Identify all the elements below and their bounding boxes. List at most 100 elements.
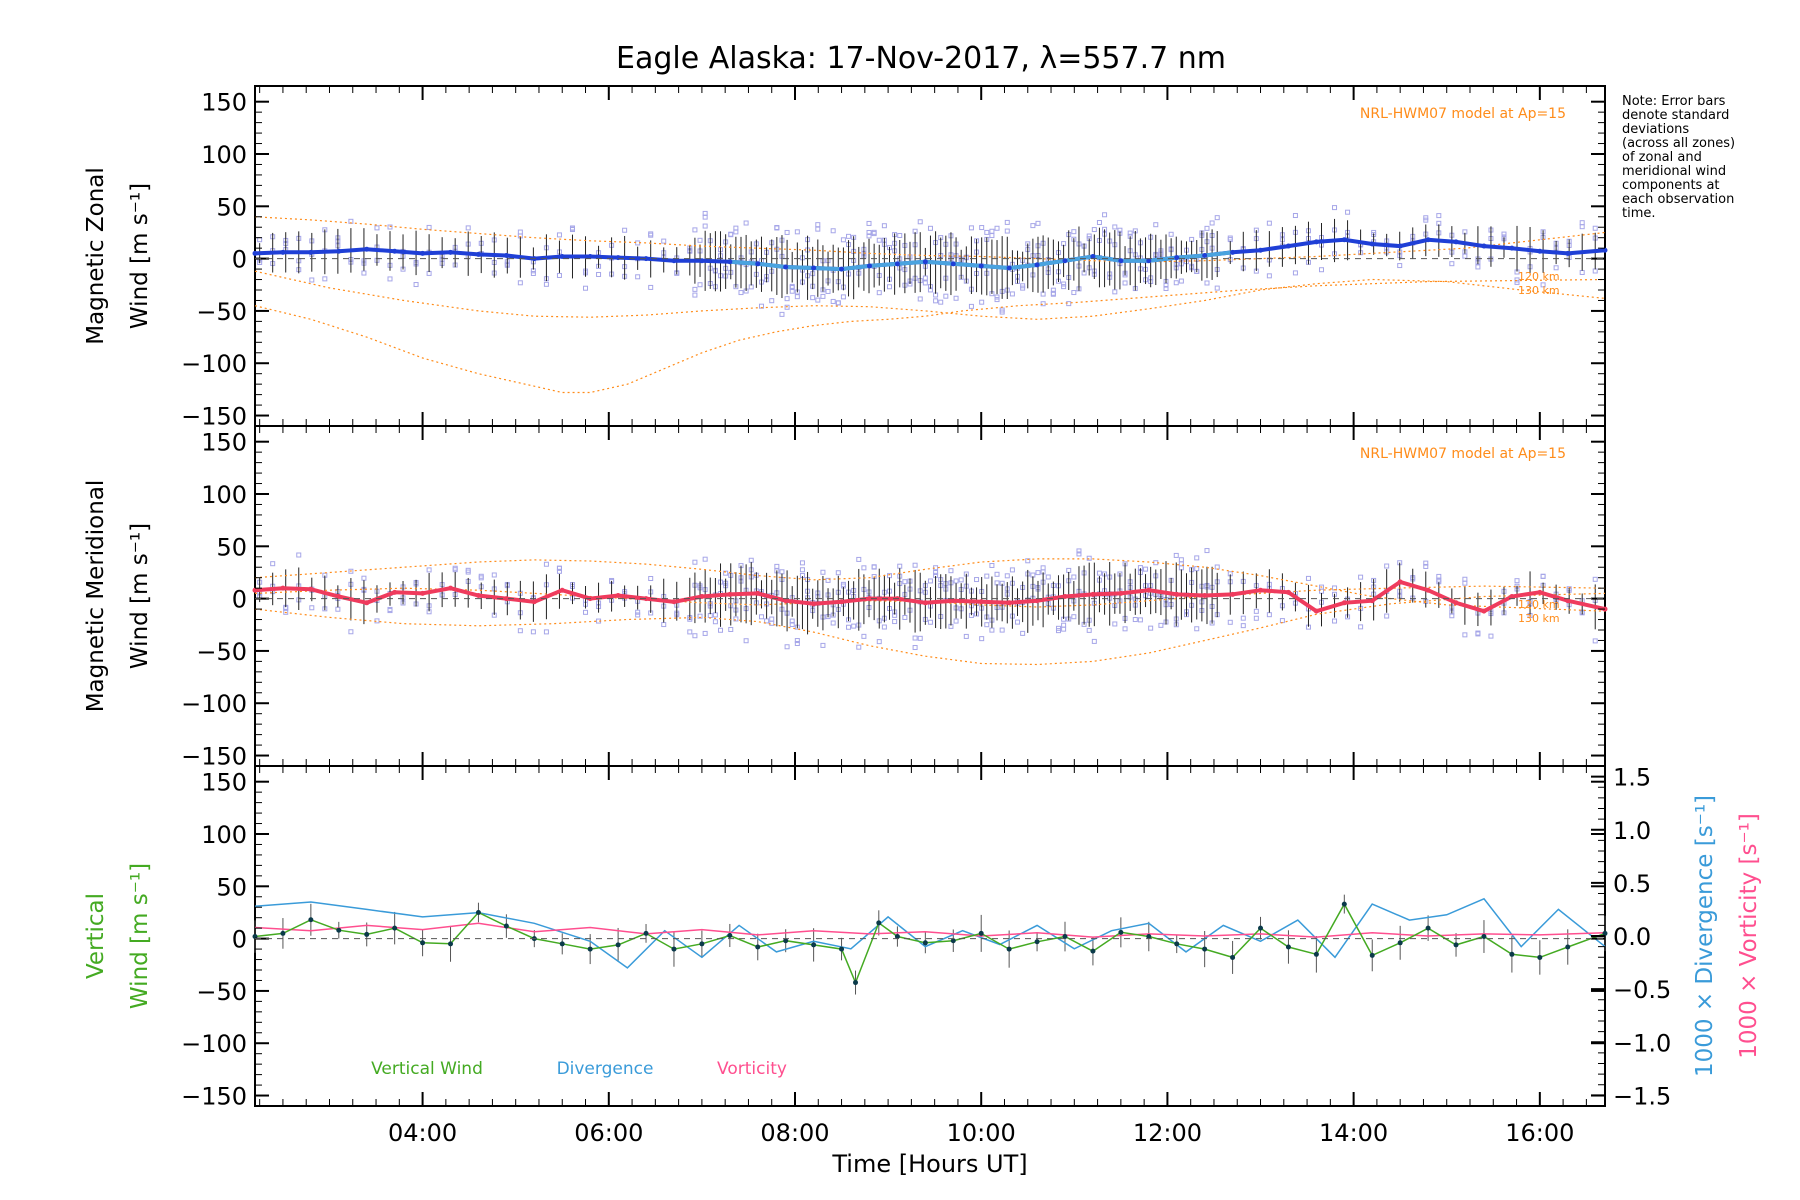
scatter-point — [702, 630, 708, 636]
vertical-wind-point — [364, 931, 370, 937]
scatter-point — [815, 222, 821, 228]
vertical-wind-point — [699, 941, 705, 947]
right-y-tick-label: −0.5 — [1613, 976, 1671, 1004]
scatter-point — [820, 569, 826, 575]
errorbar-layer — [254, 218, 1606, 995]
scatter-point — [1112, 621, 1118, 627]
scatter-point — [465, 569, 471, 575]
vertical-ylabel-line2: Wind [m s⁻¹] — [127, 863, 153, 1009]
scatter-point — [348, 629, 354, 635]
scatter-point — [728, 626, 734, 632]
vertical-wind-point — [1090, 948, 1096, 954]
vertical-wind-point — [1006, 946, 1012, 952]
y-tick-label: 100 — [201, 481, 247, 509]
scatter-point — [1436, 577, 1442, 583]
scatter-point — [784, 229, 790, 235]
scatter-point — [1540, 573, 1546, 579]
zonal-point — [1397, 243, 1403, 249]
scatter-point — [927, 619, 933, 625]
scatter-point — [794, 638, 800, 644]
y-tick-label: −50 — [196, 638, 247, 666]
scatter-point — [702, 223, 708, 229]
vorticity-line — [254, 922, 1606, 938]
vertical-wind-point — [559, 941, 565, 947]
scatter-point — [820, 293, 826, 299]
meridional-model-km-130: 130 km — [1518, 612, 1560, 625]
scatter-point — [1178, 565, 1184, 571]
scatter-point — [774, 225, 780, 231]
scatter-point — [692, 292, 698, 298]
scatter-point — [1292, 270, 1298, 276]
scatter-point — [622, 227, 628, 233]
scatter-point — [556, 232, 562, 238]
scatter-point — [478, 575, 484, 581]
zonal-point — [1174, 255, 1180, 261]
scatter-point — [979, 225, 985, 231]
zonal-point — [922, 259, 928, 265]
scatter-point — [712, 619, 718, 625]
scatter-point — [1319, 267, 1324, 273]
scatter-point — [1071, 574, 1077, 580]
meridional-point — [615, 592, 621, 598]
scatter-point — [784, 644, 790, 650]
scatter-point — [270, 561, 276, 567]
vertical-wind-point — [420, 940, 426, 946]
scatter-point — [764, 618, 770, 624]
scatter-point — [1009, 291, 1015, 297]
zonal-point — [392, 248, 398, 254]
zonal-model-km-120: 120 km — [1518, 270, 1560, 283]
y-tick-label: −100 — [181, 1030, 247, 1058]
scatter-point — [687, 629, 693, 635]
scatter-point — [974, 577, 980, 583]
vertical-wind-point — [1341, 901, 1347, 907]
scatter-point — [994, 294, 1000, 300]
meridional-model-km-120: 120 km — [1518, 598, 1560, 611]
scatter-point — [1158, 622, 1164, 628]
model-curve — [254, 558, 1606, 612]
legend-vertical-wind: Vertical Wind — [371, 1059, 483, 1079]
scatter-point — [1475, 631, 1481, 637]
vertical-ylabel-line1: Vertical — [83, 893, 109, 979]
x-axis-label: Time [Hours UT] — [831, 1150, 1027, 1178]
zonal-point — [448, 249, 454, 255]
vertical-wind-point — [475, 909, 481, 915]
scatter-point — [387, 606, 393, 612]
scatter-point — [1449, 613, 1455, 619]
scatter-point — [1592, 268, 1598, 274]
scatter-point — [912, 645, 918, 651]
meridional-point — [866, 596, 872, 602]
scatter-point — [953, 295, 959, 301]
scatter-point — [1266, 220, 1272, 226]
scatter-point — [1475, 264, 1481, 270]
vertical-wind-point — [894, 934, 900, 940]
scatter-point — [984, 622, 990, 628]
scatter-point — [989, 228, 995, 234]
scatter-point — [1035, 220, 1041, 226]
meridional-point — [727, 591, 733, 597]
scatter-point — [1153, 222, 1159, 228]
vertical-wind-line — [254, 902, 1606, 985]
scatter-point — [1204, 225, 1210, 231]
scatter-point — [815, 297, 821, 303]
scatter-point — [825, 288, 831, 294]
scatter-point — [999, 627, 1005, 633]
meridional-point — [1397, 579, 1403, 585]
meridional-model-label: NRL-HWM07 model at Ap=15 — [1360, 446, 1566, 462]
scatter-point — [1266, 273, 1272, 279]
zonal-point — [727, 259, 733, 265]
scatter-point — [866, 229, 872, 235]
scatter-point — [1240, 623, 1246, 629]
right-y-tick-label: 1.5 — [1613, 764, 1651, 792]
zonal-point — [252, 250, 258, 256]
scatter-point — [1040, 301, 1046, 307]
meridional-point — [922, 600, 928, 606]
scatter-point — [1112, 289, 1118, 295]
scatter-point — [789, 618, 795, 624]
meridional-point — [448, 585, 454, 591]
scatter-point — [413, 282, 419, 288]
zonal-point — [559, 254, 565, 260]
right-y-tick-label: −1.0 — [1613, 1029, 1671, 1057]
divergence-line — [254, 897, 1606, 969]
scatter-point — [1178, 278, 1184, 284]
scatter-point — [948, 568, 954, 574]
